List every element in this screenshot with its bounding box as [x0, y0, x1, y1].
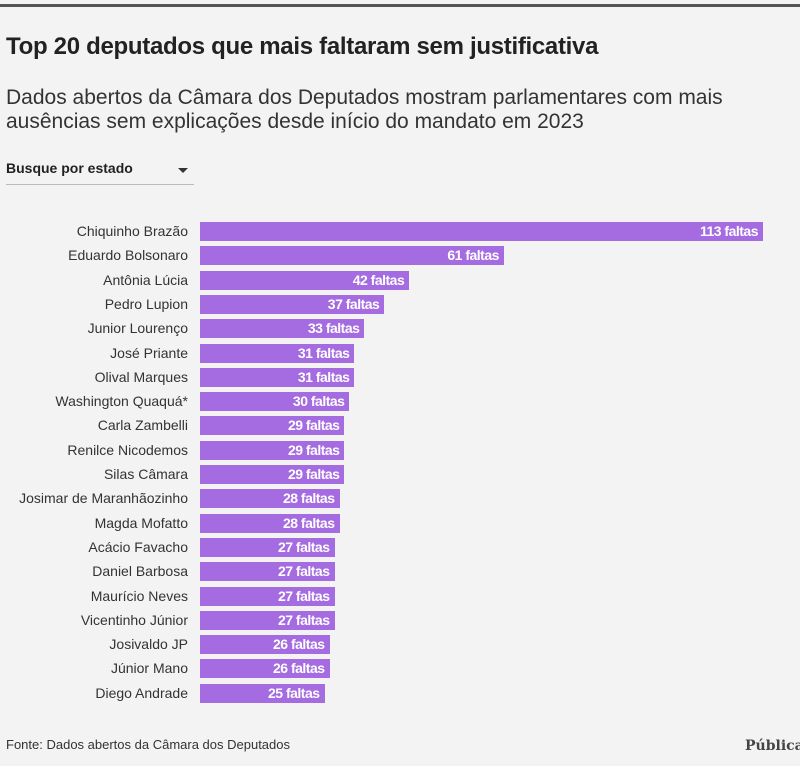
bar[interactable]: 29 faltas	[200, 440, 345, 460]
category-label: Daniel Barbosa	[92, 563, 188, 580]
category-label: Diego Andrade	[95, 684, 188, 701]
category-label: Washington Quaquá*	[55, 393, 188, 410]
category-label: Renilce Nicodemos	[67, 441, 188, 458]
data-label: 26 faltas	[272, 660, 325, 677]
category-label: Vicentinho Júnior	[80, 611, 188, 628]
category-label: Pedro Lupion	[104, 295, 188, 312]
bar[interactable]: 113 faltas	[200, 222, 763, 241]
bar[interactable]: 61 faltas	[200, 246, 504, 266]
category-label: Olival Marques	[94, 368, 188, 385]
data-label: 42 faltas	[352, 271, 405, 288]
bar[interactable]: 27 faltas	[200, 610, 335, 630]
category-label: Chiquinho Brazão	[76, 223, 188, 239]
top-rule	[0, 4, 800, 7]
state-dropdown[interactable]: Busque por estado	[6, 160, 194, 185]
bar[interactable]: 31 faltas	[200, 343, 355, 363]
category-label: Magda Mofatto	[94, 514, 188, 531]
category-label: Júnior Mano	[110, 660, 188, 677]
data-label: 27 faltas	[277, 538, 330, 555]
data-label: 30 faltas	[292, 393, 345, 410]
data-label: 31 faltas	[297, 368, 350, 385]
data-label: 31 faltas	[297, 344, 350, 361]
data-label: 61 faltas	[447, 247, 499, 264]
category-label: Carla Zambelli	[97, 417, 188, 434]
data-label: 25 faltas	[268, 684, 320, 701]
category-label: Maurício Neves	[90, 587, 188, 604]
category-label: Josimar de Maranhãozinho	[19, 490, 188, 507]
bar[interactable]: 42 faltas	[200, 270, 410, 290]
bar[interactable]: 29 faltas	[200, 416, 345, 436]
bar[interactable]: 27 faltas	[200, 586, 335, 606]
data-label: 27 faltas	[277, 611, 330, 628]
category-label: Josivaldo JP	[109, 636, 188, 653]
bar[interactable]: 30 faltas	[200, 392, 350, 412]
data-label: 26 faltas	[272, 636, 325, 653]
bar[interactable]: 28 faltas	[200, 513, 340, 533]
data-label: 29 faltas	[287, 466, 340, 482]
bar[interactable]: 28 faltas	[200, 489, 340, 509]
bar[interactable]: 26 faltas	[200, 659, 330, 679]
data-label: 27 faltas	[277, 587, 330, 604]
chevron-down-icon	[178, 168, 188, 173]
data-label: 33 faltas	[307, 320, 360, 337]
category-label: José Priante	[110, 344, 188, 361]
data-label: 28 faltas	[282, 490, 335, 507]
chart-subtitle: Dados abertos da Câmara dos Deputados mo…	[6, 86, 723, 133]
bar[interactable]: 37 faltas	[200, 294, 385, 314]
bar[interactable]: 25 faltas	[200, 683, 325, 703]
data-label: 29 faltas	[287, 417, 340, 434]
category-label: Junior Lourenço	[87, 320, 188, 337]
category-label: Silas Câmara	[103, 466, 188, 482]
bar[interactable]: 29 faltas	[200, 465, 345, 484]
category-label: Acácio Favacho	[88, 538, 188, 555]
data-label: 28 faltas	[282, 514, 335, 531]
category-label: Antônia Lúcia	[103, 271, 188, 288]
dropdown-label: Busque por estado	[6, 160, 133, 176]
data-label: 27 faltas	[277, 563, 330, 580]
bar[interactable]: 27 faltas	[200, 562, 335, 582]
data-label: 29 faltas	[287, 441, 340, 458]
source-note: Fonte: Dados abertos da Câmara dos Deput…	[6, 737, 291, 752]
bar[interactable]: 31 faltas	[200, 367, 355, 387]
bar[interactable]: 33 faltas	[200, 319, 365, 339]
bar[interactable]: 26 faltas	[200, 635, 330, 655]
data-label: 37 faltas	[327, 295, 380, 312]
publica-logo: Pública	[745, 738, 800, 754]
chart-title: Top 20 deputados que mais faltaram sem j…	[6, 33, 599, 60]
bar[interactable]: 27 faltas	[200, 537, 335, 557]
data-label: 113 faltas	[699, 223, 759, 239]
category-label: Eduardo Bolsonaro	[68, 247, 188, 264]
